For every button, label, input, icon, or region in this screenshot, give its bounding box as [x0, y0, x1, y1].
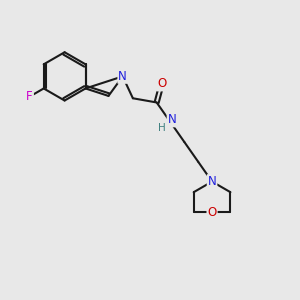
Text: N: N	[168, 113, 176, 126]
Text: F: F	[26, 90, 33, 103]
Text: N: N	[208, 175, 216, 188]
Text: O: O	[207, 206, 217, 219]
Text: H: H	[158, 122, 166, 133]
Text: O: O	[157, 77, 166, 91]
Text: N: N	[118, 70, 127, 83]
